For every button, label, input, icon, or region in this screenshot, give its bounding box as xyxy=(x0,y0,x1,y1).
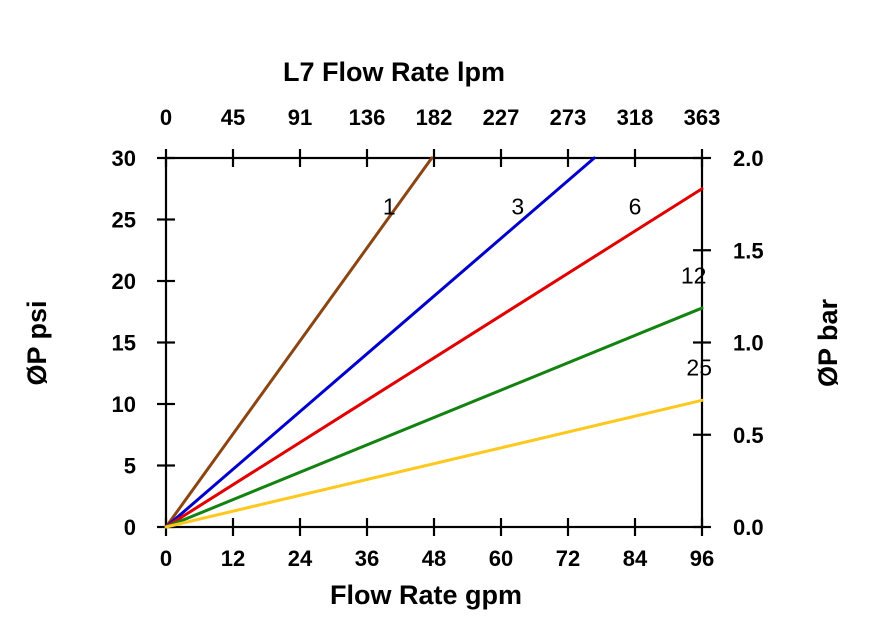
right-axis-tick-label: 1.0 xyxy=(733,331,764,356)
top-axis-tick-label: 45 xyxy=(221,105,245,130)
top-axis-tick-label: 227 xyxy=(483,105,520,130)
top-axis-tick-labels: 0 45 91 136 182 227 273 318 363 xyxy=(160,105,720,130)
bottom-axis-tick-label: 48 xyxy=(422,546,446,571)
bottom-axis-tick-label: 12 xyxy=(221,546,245,571)
left-axis-tick-label: 15 xyxy=(112,331,136,356)
left-axis-tick-labels: 0 5 10 15 20 25 30 xyxy=(112,146,136,540)
series-label-12: 12 xyxy=(681,262,707,288)
right-axis-tick-label: 0.5 xyxy=(733,423,764,448)
bottom-axis-tick-label: 84 xyxy=(623,546,648,571)
series-label-1: 1 xyxy=(383,194,396,220)
data-series-group xyxy=(164,156,704,529)
left-axis-title: ØP psi xyxy=(22,300,52,385)
right-axis-tick-label: 1.5 xyxy=(733,238,764,263)
top-axis-tick-label: 91 xyxy=(288,105,312,130)
left-axis-tick-label: 20 xyxy=(112,269,136,294)
top-axis-tick-label: 182 xyxy=(416,105,453,130)
right-axis-tick-labels: 0.0 0.5 1.0 1.5 2.0 xyxy=(733,146,764,540)
bottom-axis-tick-label: 72 xyxy=(556,546,580,571)
bottom-axis-tick-label: 96 xyxy=(690,546,714,571)
top-axis-title: L7 Flow Rate lpm xyxy=(283,57,505,87)
top-axis-tick-label: 136 xyxy=(349,105,386,130)
series-line-12 xyxy=(164,306,704,529)
bottom-axis-title: Flow Rate gpm xyxy=(330,580,522,610)
left-axis-tick-label: 30 xyxy=(112,146,136,171)
series-line-6 xyxy=(164,187,704,529)
series-label-group: 1 3 6 12 25 xyxy=(383,194,712,381)
series-label-3: 3 xyxy=(511,194,524,220)
top-axis-tick-label: 273 xyxy=(550,105,587,130)
right-axis-tick-label: 0.0 xyxy=(733,515,764,540)
left-axis-tick-label: 0 xyxy=(124,515,136,540)
bottom-axis-tick-label: 36 xyxy=(355,546,379,571)
series-line-1 xyxy=(164,156,434,529)
right-axis-title: ØP bar xyxy=(813,298,843,387)
series-line-3 xyxy=(164,156,596,529)
bottom-axis-tick-label: 0 xyxy=(160,546,172,571)
bottom-axis-tick-label: 24 xyxy=(288,546,313,571)
right-axis-ticks xyxy=(693,156,711,529)
bottom-axis-tick-labels: 0 12 24 36 48 60 72 84 96 xyxy=(160,546,714,571)
bottom-axis-tick-label: 60 xyxy=(489,546,513,571)
top-axis-ticks xyxy=(164,149,704,167)
series-label-6: 6 xyxy=(629,194,642,220)
bottom-axis-ticks xyxy=(164,518,704,536)
top-axis-tick-label: 363 xyxy=(684,105,721,130)
left-axis-tick-label: 5 xyxy=(124,454,136,479)
series-label-25: 25 xyxy=(686,355,712,381)
top-axis-tick-label: 318 xyxy=(617,105,654,130)
left-axis-tick-label: 10 xyxy=(112,392,136,417)
right-axis-tick-label: 2.0 xyxy=(733,146,764,171)
series-line-25 xyxy=(164,398,704,529)
left-axis-tick-label: 25 xyxy=(112,208,136,233)
top-axis-tick-label: 0 xyxy=(160,105,172,130)
